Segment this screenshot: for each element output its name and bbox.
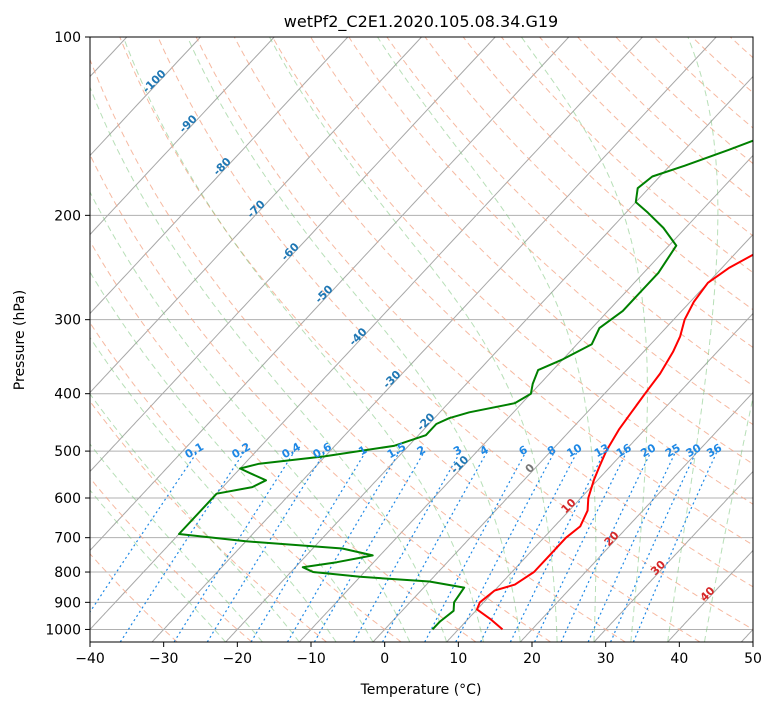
isotherm-line — [90, 37, 423, 394]
mixing-ratio-line — [286, 450, 401, 642]
dry-adiabat-line — [348, 37, 753, 426]
dry-adiabat-line — [233, 37, 753, 546]
dry-adiabat-line — [90, 477, 253, 642]
y-tick-label: 300 — [54, 313, 81, 329]
moist-adiabat-line — [704, 395, 753, 642]
dry-adiabat-line — [310, 37, 753, 465]
moist-adiabat-line — [122, 37, 484, 642]
axis-ticks: −40 −30 −20 −10 0 10 20 30 40 50 100 200 300 400 500 60… — [45, 30, 762, 667]
moist-adiabat-line — [90, 191, 411, 642]
y-tick-label: 800 — [54, 565, 81, 581]
dry-adiabat-line — [90, 58, 626, 642]
mixing-ratio-line — [560, 450, 652, 642]
isotherm-line — [90, 37, 496, 473]
x-tick-label: −40 — [75, 651, 105, 667]
chart-title: wetPf2_C2E1.2020.105.08.34.G19 — [284, 12, 558, 32]
x-axis-label: Temperature (°C) — [360, 682, 482, 698]
mixing-ratio-line — [250, 450, 367, 642]
isotherm-line — [593, 470, 753, 642]
dry-adiabat-line — [90, 153, 551, 642]
dry-adiabat-line — [271, 37, 753, 505]
y-axis-label: Pressure (hPa) — [12, 290, 28, 390]
isotherm-line — [667, 549, 753, 642]
mixing-ratio-line — [610, 450, 698, 642]
x-tick-label: 30 — [597, 651, 615, 667]
x-tick-label: −10 — [296, 651, 326, 667]
dry-adiabat-line — [119, 37, 701, 642]
x-tick-label: 50 — [744, 651, 762, 667]
mixing-ratio-line — [455, 450, 556, 642]
moist-adiabat-line — [90, 393, 300, 642]
y-tick-label: 1000 — [45, 622, 81, 638]
y-tick-label: 500 — [54, 444, 81, 460]
y-tick-label: 200 — [54, 208, 81, 224]
moist-adiabat-line — [90, 271, 374, 642]
moist-adiabat-line — [376, 37, 597, 642]
isotherm-line — [519, 391, 753, 642]
y-tick-label: 600 — [54, 491, 81, 507]
isotherm-line — [151, 37, 717, 642]
background-lines — [0, 24, 775, 642]
x-tick-label: −30 — [149, 651, 179, 667]
isotherm-line — [90, 37, 570, 552]
isotherm-line — [372, 233, 753, 642]
mixing-ratio-line — [632, 450, 718, 642]
mixing-ratio-line — [480, 450, 579, 642]
mixing-ratio-line — [206, 450, 327, 642]
mixing-ratio-line — [509, 450, 606, 642]
temperature-line — [476, 253, 753, 631]
isotherm-line — [298, 154, 753, 642]
mixing-ratio-line — [534, 450, 628, 642]
y-tick-label: 100 — [54, 30, 81, 46]
x-tick-label: 0 — [380, 651, 389, 667]
x-tick-label: 20 — [523, 651, 541, 667]
dry-adiabat-line — [90, 553, 178, 642]
x-tick-label: 10 — [449, 651, 467, 667]
mixing-ratio-line — [381, 450, 489, 642]
dry-adiabat-line — [754, 24, 775, 642]
mixing-ratio-line — [313, 450, 426, 642]
dewpoint-line — [178, 139, 753, 631]
dry-adiabat-line — [90, 240, 477, 642]
moist-adiabat-line — [90, 336, 337, 642]
y-tick-label: 900 — [54, 595, 81, 611]
dry-adiabat-line — [195, 37, 753, 588]
x-tick-label: 40 — [670, 651, 688, 667]
mixing-ratio-line — [587, 450, 677, 642]
moist-adiabat-line — [186, 37, 521, 642]
y-tick-label: 400 — [54, 387, 81, 403]
isotherm-line — [90, 37, 349, 315]
profile-series — [178, 139, 753, 631]
y-tick-label: 700 — [54, 531, 81, 547]
mixing-ratio-line — [424, 450, 527, 642]
plot-frame — [89, 36, 754, 643]
isotherm-line — [90, 37, 644, 631]
isotherm-line — [0, 24, 66, 642]
moist-adiabat-line — [667, 37, 719, 642]
moist-adiabat-line — [90, 86, 448, 642]
mixing-ratio-line — [353, 450, 462, 642]
dry-adiabat-line — [386, 37, 753, 387]
moist-adiabat-line — [520, 37, 648, 642]
x-tick-label: −20 — [223, 651, 253, 667]
